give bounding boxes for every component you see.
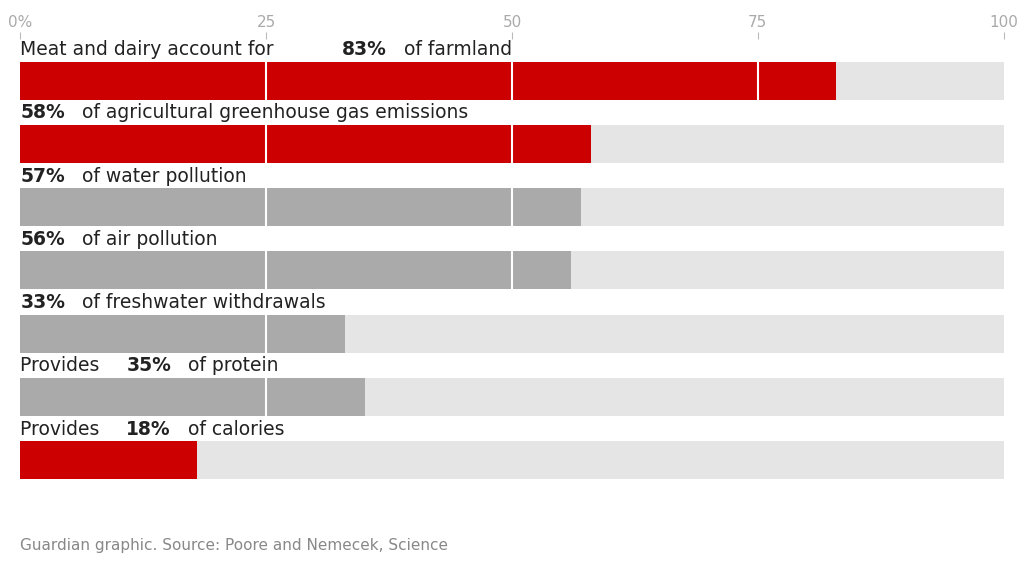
Bar	[20, 252, 571, 289]
Bar	[20, 188, 1004, 226]
Bar	[20, 315, 345, 352]
Bar	[20, 441, 1004, 479]
Bar	[20, 188, 581, 226]
Text: of protein: of protein	[182, 356, 279, 376]
Bar	[20, 315, 1004, 352]
Text: 83%: 83%	[342, 40, 387, 59]
Text: 57%: 57%	[20, 166, 66, 186]
Bar	[20, 125, 1004, 163]
Text: 18%: 18%	[126, 420, 171, 439]
Bar	[20, 61, 837, 100]
Text: Meat and dairy account for: Meat and dairy account for	[20, 40, 281, 59]
Text: of agricultural greenhouse gas emissions: of agricultural greenhouse gas emissions	[76, 103, 468, 122]
Text: 35%: 35%	[126, 356, 171, 376]
Text: Provides: Provides	[20, 420, 105, 439]
Text: of water pollution: of water pollution	[76, 166, 247, 186]
Bar	[20, 441, 198, 479]
Text: of calories: of calories	[181, 420, 284, 439]
Text: 33%: 33%	[20, 293, 66, 312]
Text: of freshwater withdrawals: of freshwater withdrawals	[76, 293, 326, 312]
Bar	[20, 252, 1004, 289]
Text: Guardian graphic. Source: Poore and Nemecek, Science: Guardian graphic. Source: Poore and Neme…	[20, 537, 449, 553]
Bar	[20, 378, 1004, 416]
Bar	[20, 125, 591, 163]
Bar	[20, 378, 365, 416]
Text: 56%: 56%	[20, 230, 66, 249]
Bar	[20, 61, 1004, 100]
Text: of air pollution: of air pollution	[76, 230, 217, 249]
Text: Provides: Provides	[20, 356, 105, 376]
Text: 58%: 58%	[20, 103, 66, 122]
Text: of farmland: of farmland	[397, 40, 512, 59]
